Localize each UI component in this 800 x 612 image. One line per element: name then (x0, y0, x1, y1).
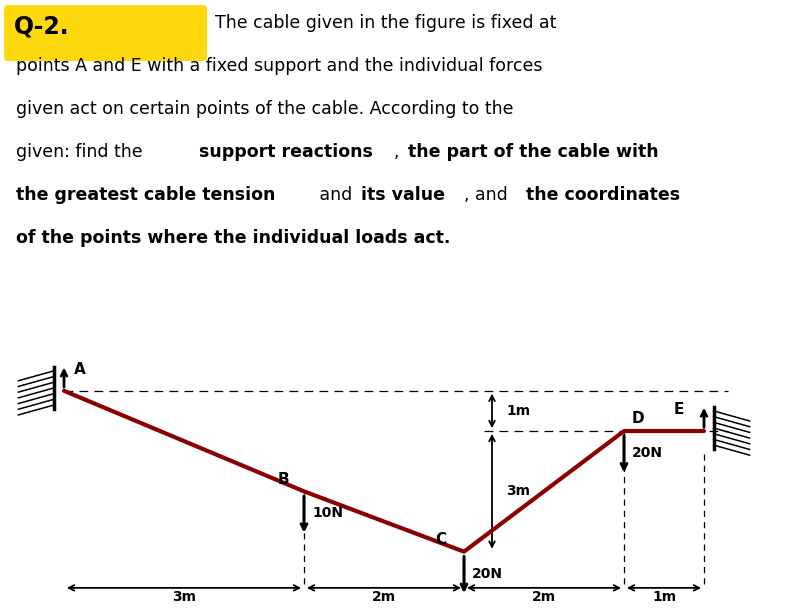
Text: 3m: 3m (172, 590, 196, 604)
Text: its value: its value (361, 187, 445, 204)
Text: 20N: 20N (632, 446, 663, 460)
Text: 20N: 20N (472, 567, 503, 581)
Text: and: and (314, 187, 358, 204)
Text: C: C (435, 532, 446, 547)
Text: The cable given in the figure is fixed at: The cable given in the figure is fixed a… (215, 14, 556, 32)
Text: 10N: 10N (312, 507, 343, 520)
Text: the greatest cable tension: the greatest cable tension (16, 187, 275, 204)
Text: points A and E with a fixed support and the individual forces: points A and E with a fixed support and … (16, 57, 542, 75)
Text: of the points where the individual loads act.: of the points where the individual loads… (16, 230, 450, 247)
Text: 1m: 1m (652, 590, 676, 604)
Text: 3m: 3m (506, 484, 530, 498)
Text: support reactions: support reactions (199, 143, 373, 162)
Text: 2m: 2m (532, 590, 556, 604)
Text: given: find the: given: find the (16, 143, 148, 162)
Text: , and: , and (464, 187, 514, 204)
Text: B: B (278, 471, 290, 487)
Text: given act on certain points of the cable. According to the: given act on certain points of the cable… (16, 100, 514, 118)
Text: D: D (632, 411, 645, 426)
Text: 2m: 2m (372, 590, 396, 604)
Text: Q-2.: Q-2. (14, 14, 70, 38)
FancyBboxPatch shape (4, 5, 207, 61)
Text: the part of the cable with: the part of the cable with (408, 143, 658, 162)
Text: 1m: 1m (506, 404, 530, 418)
Text: ,: , (394, 143, 405, 162)
Text: A: A (74, 362, 86, 377)
Text: the coordinates: the coordinates (526, 187, 680, 204)
Text: E: E (674, 402, 684, 417)
